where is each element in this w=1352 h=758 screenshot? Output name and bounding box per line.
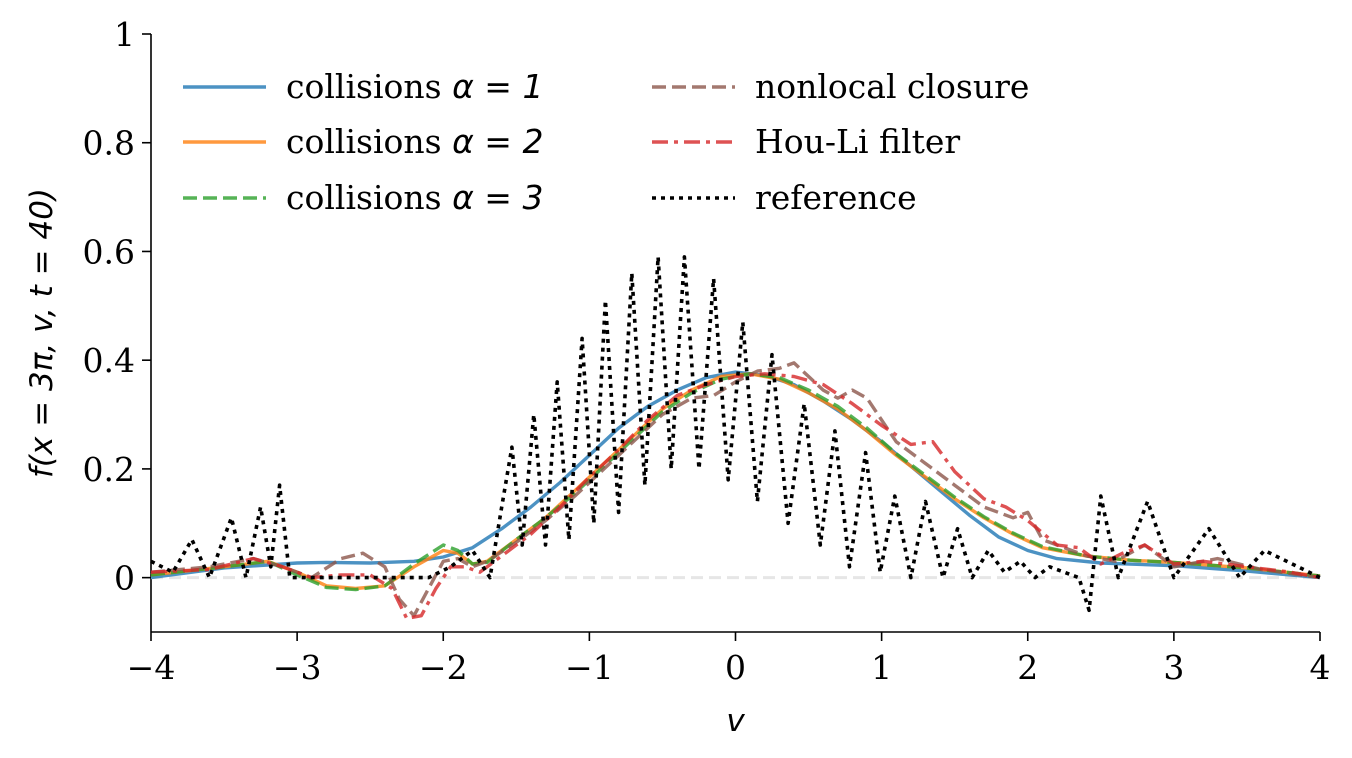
- legend-label-1: collisions α = 2: [286, 122, 543, 161]
- x-tick-label: 2: [1017, 648, 1038, 687]
- y-tick-label: 0.6: [83, 232, 135, 271]
- series-line-2: [150, 372, 1321, 592]
- legend: collisions α = 1 collisions α = 2 collisio…: [183, 67, 1029, 217]
- x-tick-label: −2: [419, 648, 468, 687]
- legend-label-2: collisions α = 3: [286, 178, 543, 217]
- y-tick-label: 0.8: [83, 124, 135, 163]
- x-tick-label: −4: [127, 648, 176, 687]
- x-tick-label: 3: [1163, 648, 1184, 687]
- series-line-3: [150, 361, 1321, 618]
- series-line-5: [150, 255, 1321, 613]
- y-tick-label: 0.4: [83, 341, 135, 380]
- x-tick-label: 0: [725, 648, 746, 687]
- legend-label-5: reference: [755, 178, 917, 217]
- y-tick-label: 1: [114, 15, 135, 54]
- x-tick-label: 4: [1310, 648, 1331, 687]
- x-tick-label: 1: [871, 648, 892, 687]
- x-axis-label: v: [726, 703, 745, 739]
- y-tick-label: 0: [114, 559, 135, 598]
- x-tick-label: −1: [565, 648, 614, 687]
- ticks-layer: −4 −3 −2 −1 0 1 2 3 4 0 0.2 0.4 0.6 0.8 1: [83, 15, 1331, 687]
- y-tick-label: 0.2: [83, 450, 135, 489]
- y-axis-label: f(x = 3π, v, t = 40): [24, 188, 60, 478]
- legend-label-0: collisions α = 1: [286, 67, 543, 106]
- series-line-1: [150, 372, 1321, 591]
- x-tick-label: −3: [273, 648, 322, 687]
- series-layer: [150, 255, 1321, 621]
- legend-label-3: nonlocal closure: [755, 67, 1029, 106]
- legend-label-4: Hou-Li filter: [755, 122, 960, 161]
